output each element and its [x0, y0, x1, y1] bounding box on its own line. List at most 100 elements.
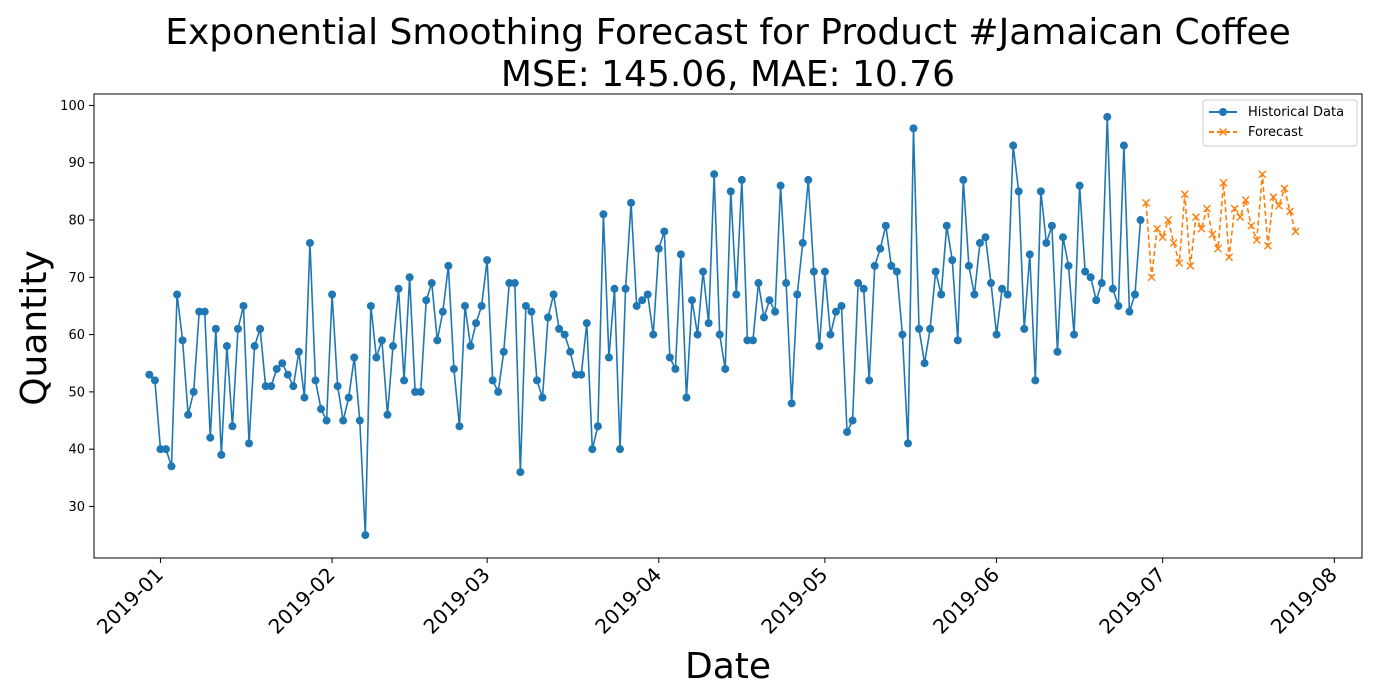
data-point-historical — [787, 399, 796, 408]
data-point-historical — [549, 290, 558, 299]
data-point-historical — [222, 342, 231, 351]
data-point-historical — [759, 313, 768, 322]
data-point-historical — [809, 267, 818, 276]
data-point-historical — [366, 301, 375, 310]
data-point-forecast — [1147, 273, 1156, 282]
data-point-historical — [953, 336, 962, 345]
data-point-historical — [532, 376, 541, 385]
x-tick-label: 2019-06 — [928, 563, 1004, 639]
data-point-historical — [377, 336, 386, 345]
data-point-forecast — [1219, 178, 1228, 187]
data-point-historical — [206, 433, 215, 442]
data-point-historical — [604, 353, 613, 362]
y-axis-label: Quantity — [14, 250, 55, 406]
data-point-forecast — [1252, 236, 1261, 245]
data-point-historical — [521, 301, 530, 310]
data-point-forecast — [1214, 244, 1223, 253]
data-point-historical — [355, 416, 364, 425]
data-point-forecast — [1153, 224, 1162, 233]
data-point-historical — [566, 347, 575, 356]
data-point-historical — [433, 336, 442, 345]
data-point-historical — [449, 364, 458, 373]
data-point-historical — [278, 359, 287, 368]
data-point-historical — [621, 284, 630, 293]
data-point-forecast — [1247, 221, 1256, 230]
data-point-historical — [964, 261, 973, 270]
chart-subtitle: MSE: 145.06, MAE: 10.76 — [501, 54, 955, 95]
data-point-historical — [510, 279, 519, 288]
data-point-historical — [372, 353, 381, 362]
data-point-historical — [771, 307, 780, 316]
x-tick-label: 2019-05 — [756, 563, 832, 639]
data-point-historical — [145, 370, 154, 379]
y-tick-label: 60 — [68, 328, 85, 343]
data-point-historical — [616, 445, 625, 454]
data-point-historical — [1108, 284, 1117, 293]
data-point-historical — [383, 410, 392, 419]
data-point-historical — [477, 301, 486, 310]
data-point-historical — [721, 364, 730, 373]
data-point-historical — [599, 210, 608, 219]
series-layer — [145, 112, 1300, 540]
data-point-historical — [898, 330, 907, 339]
data-point-historical — [184, 410, 193, 419]
data-point-historical — [732, 290, 741, 299]
data-point-historical — [1059, 233, 1067, 242]
data-point-historical — [488, 376, 497, 385]
legend-marker-forecast-x — [1219, 128, 1227, 136]
data-point-historical — [1125, 307, 1134, 316]
data-point-historical — [665, 353, 674, 362]
data-point-historical — [538, 393, 547, 402]
data-point-historical — [261, 382, 270, 391]
data-point-forecast — [1291, 227, 1300, 236]
data-point-historical — [909, 124, 918, 133]
data-point-historical — [527, 307, 536, 316]
data-point-forecast — [1164, 216, 1173, 225]
data-point-historical — [693, 330, 702, 339]
data-point-forecast — [1230, 204, 1239, 213]
x-tick-label: 2019-02 — [264, 563, 340, 639]
data-point-historical — [1020, 324, 1029, 333]
data-point-historical — [200, 307, 209, 316]
data-point-historical — [1031, 376, 1040, 385]
data-point-historical — [660, 227, 669, 236]
x-axis-label: Date — [685, 646, 771, 687]
data-point-historical — [920, 359, 929, 368]
data-point-historical — [405, 273, 414, 282]
data-point-historical — [887, 261, 896, 270]
legend-marker-historical-dot — [1219, 108, 1227, 116]
data-point-historical — [937, 290, 946, 299]
data-point-historical — [748, 336, 757, 345]
data-point-historical — [1053, 347, 1062, 356]
y-tick-label: 70 — [68, 271, 85, 286]
data-point-historical — [776, 181, 785, 190]
data-point-historical — [926, 324, 935, 333]
data-point-historical — [394, 284, 403, 293]
data-point-historical — [1025, 250, 1034, 259]
data-point-historical — [195, 307, 204, 316]
data-point-historical — [350, 353, 359, 362]
data-point-historical — [798, 238, 807, 247]
data-point-forecast — [1158, 233, 1167, 242]
data-point-forecast — [1269, 193, 1278, 202]
data-point-historical — [1070, 330, 1079, 339]
data-point-historical — [970, 290, 979, 299]
legend-label-forecast: Forecast — [1248, 125, 1303, 140]
data-point-forecast — [1258, 170, 1267, 179]
data-point-historical — [649, 330, 658, 339]
data-point-historical — [156, 445, 165, 454]
data-point-historical — [455, 422, 464, 431]
data-point-historical — [676, 250, 685, 259]
data-point-historical — [400, 376, 409, 385]
data-point-historical — [643, 290, 652, 299]
data-point-historical — [793, 290, 802, 299]
data-point-historical — [848, 416, 857, 425]
data-point-historical — [959, 175, 968, 184]
x-axis: 2019-01 2019-02 2019-03 2019-04 2019-05 2019-… — [92, 558, 1342, 639]
data-point-historical — [294, 347, 303, 356]
data-point-forecast — [1186, 261, 1195, 270]
data-point-historical — [311, 376, 320, 385]
data-point-historical — [843, 427, 852, 436]
data-point-historical — [483, 256, 492, 265]
